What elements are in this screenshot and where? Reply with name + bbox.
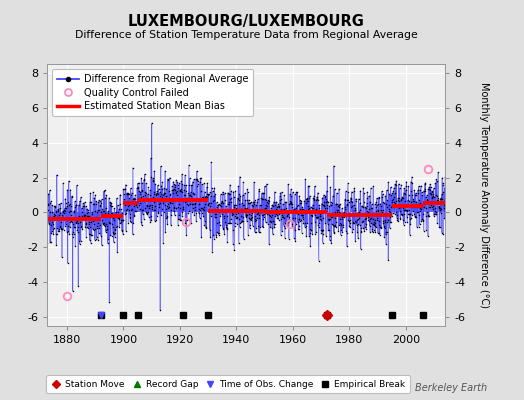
Text: Difference of Station Temperature Data from Regional Average: Difference of Station Temperature Data f… bbox=[75, 30, 418, 40]
Legend: Station Move, Record Gap, Time of Obs. Change, Empirical Break: Station Move, Record Gap, Time of Obs. C… bbox=[47, 376, 410, 394]
Text: Berkeley Earth: Berkeley Earth bbox=[415, 383, 487, 393]
Legend: Difference from Regional Average, Quality Control Failed, Estimated Station Mean: Difference from Regional Average, Qualit… bbox=[52, 69, 254, 116]
Y-axis label: Monthly Temperature Anomaly Difference (°C): Monthly Temperature Anomaly Difference (… bbox=[479, 82, 489, 308]
Text: LUXEMBOURG/LUXEMBOURG: LUXEMBOURG/LUXEMBOURG bbox=[128, 14, 365, 29]
